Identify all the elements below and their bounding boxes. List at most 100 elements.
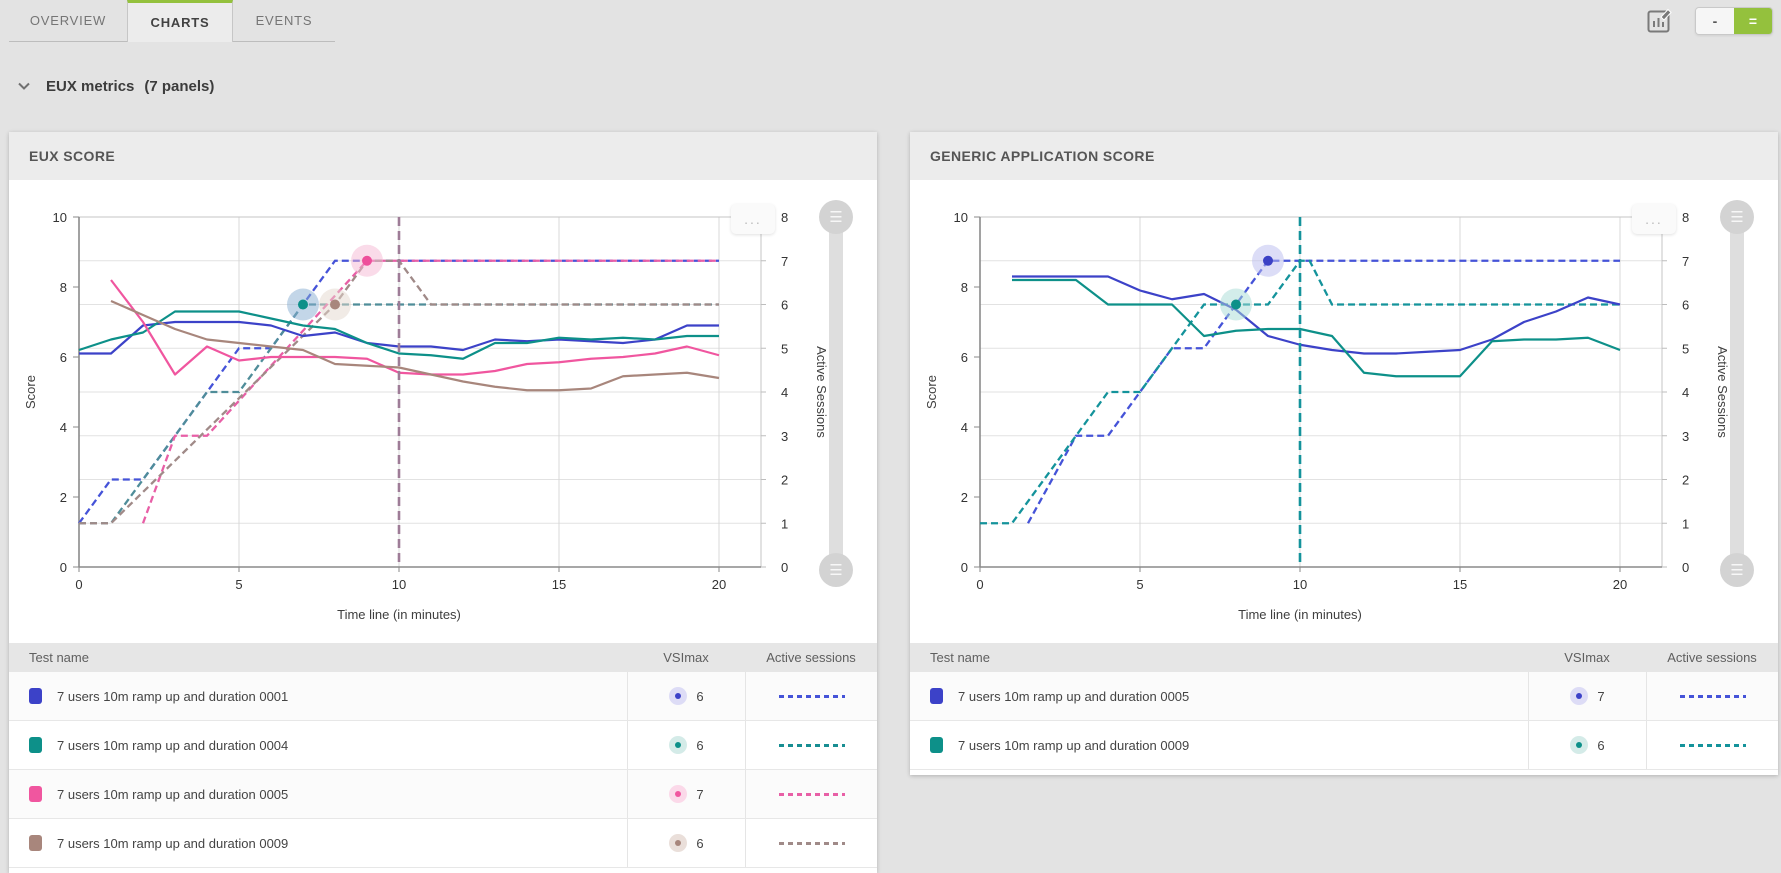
chart-eux-score: 0 2 4 6 8 10 0 1 2 3 4 5 6 7 8 0 5 10 15 20 Time line (in mi… (9, 180, 877, 643)
active-sessions-dash-swatch (778, 792, 845, 796)
series-color-swatch (29, 688, 42, 704)
panel-generic-application-score: GENERIC APPLICATION SCORE 0 2 4 6 8 10 0 1 2 3 4 5 6… (910, 132, 1778, 775)
section-panel-count: (7 panels) (144, 77, 215, 95)
right-axis-tick-label: 3 (781, 429, 788, 444)
table-row[interactable]: 7 users 10m ramp up and duration 0004 6 (9, 721, 877, 770)
right-axis-tick-label: 2 (1682, 473, 1689, 488)
test-name-label: 7 users 10m ramp up and duration 0009 (57, 835, 289, 851)
vsimax-value: 7 (696, 786, 704, 802)
layout-single-column-button[interactable]: - (1696, 8, 1734, 34)
y-axis-tick-label: 4 (60, 420, 67, 435)
right-axis-title: Active Sessions (814, 346, 829, 438)
test-name-label: 7 users 10m ramp up and duration 0005 (958, 688, 1190, 704)
slider-handle-top[interactable]: ☰ (819, 200, 853, 234)
x-axis-title: Time line (in minutes) (337, 607, 461, 622)
y-axis-tick-label: 0 (961, 560, 968, 575)
score-line (110, 279, 720, 376)
right-axis-tick-label: 5 (1682, 341, 1689, 356)
table-row[interactable]: 7 users 10m ramp up and duration 0005 7 (9, 770, 877, 819)
right-axis-tick-label: 7 (781, 254, 788, 269)
y-axis-tick-label: 8 (961, 280, 968, 295)
x-axis-title: Time line (in minutes) (1238, 607, 1362, 622)
left-axis-title: Score (924, 375, 939, 409)
legend-table: Test name VSImax Active sessions 7 users… (910, 643, 1778, 770)
tab-overview[interactable]: OVERVIEW (9, 0, 127, 42)
y-axis-tick-label: 4 (961, 420, 968, 435)
y-axis-tick-label: 6 (961, 350, 968, 365)
y-axis-tick-label: 10 (53, 210, 67, 225)
y-axis-tick-label: 2 (961, 490, 968, 505)
score-line (1012, 278, 1621, 378)
right-axis-tick-label: 7 (1682, 254, 1689, 269)
right-axis-tick-label: 3 (1682, 429, 1689, 444)
right-axis-tick-label: 8 (1682, 210, 1689, 225)
x-axis-tick-label: 5 (235, 577, 242, 592)
legend-table-header: Test name VSImax Active sessions (910, 643, 1778, 672)
active-sessions-dash-swatch (1679, 743, 1746, 747)
vsimax-value: 6 (1597, 737, 1605, 753)
y-axis-tick-label: 2 (60, 490, 67, 505)
slider-handle-bottom[interactable]: ☰ (819, 553, 853, 587)
vsimax-marker-dot[interactable] (1231, 299, 1241, 310)
x-axis-tick-label: 0 (75, 577, 82, 592)
column-header-active-sessions: Active sessions (1667, 650, 1757, 665)
slider-handle-bottom[interactable]: ☰ (1720, 553, 1754, 587)
test-name-label: 7 users 10m ramp up and duration 0004 (57, 737, 289, 753)
vsimax-marker-icon (1570, 736, 1589, 754)
slider-track[interactable] (829, 216, 843, 572)
series-color-swatch (29, 835, 42, 851)
vsimax-value: 7 (1597, 688, 1605, 704)
slider-handle-top[interactable]: ☰ (1720, 200, 1754, 234)
line-chart: 0 2 4 6 8 10 0 1 2 3 4 5 6 7 8 0 5 10 15 20 Time line (in mi… (924, 210, 1730, 622)
test-name-label: 7 users 10m ramp up and duration 0009 (958, 737, 1190, 753)
active-sessions-line (78, 259, 719, 524)
column-header-test-name: Test name (930, 650, 990, 665)
layout-toggle: - = (1695, 7, 1773, 35)
section-header: EUX metrics (7 panels) (0, 64, 1781, 108)
table-row[interactable]: 7 users 10m ramp up and duration 0009 6 (9, 819, 877, 868)
vsimax-value: 6 (696, 688, 704, 704)
table-row[interactable]: 7 users 10m ramp up and duration 0001 6 (9, 672, 877, 721)
vsimax-dot (1576, 693, 1583, 699)
layout-two-column-button[interactable]: = (1734, 8, 1772, 34)
series-color-swatch (29, 786, 42, 802)
vsimax-marker-dot[interactable] (362, 255, 372, 266)
vsimax-marker-dot[interactable] (330, 299, 340, 310)
y-axis-tick-label: 6 (60, 350, 67, 365)
slider-track[interactable] (1730, 216, 1744, 572)
right-axis-tick-label: 1 (781, 516, 788, 531)
vsimax-marker-dot[interactable] (298, 299, 308, 310)
test-name-label: 7 users 10m ramp up and duration 0005 (57, 786, 289, 802)
table-row[interactable]: 7 users 10m ramp up and duration 0009 6 (910, 721, 1778, 770)
x-axis-tick-label: 10 (392, 577, 406, 592)
chart-options-menu[interactable]: ... (731, 204, 775, 234)
edit-chart-icon[interactable] (1645, 7, 1673, 35)
table-row[interactable]: 7 users 10m ramp up and duration 0005 7 (910, 672, 1778, 721)
x-axis-tick-label: 15 (552, 577, 566, 592)
vsimax-marker-icon (669, 834, 688, 852)
series-color-swatch (29, 737, 42, 753)
legend-table: Test name VSImax Active sessions 7 users… (9, 643, 877, 868)
y-axis-tick-label: 0 (60, 560, 67, 575)
right-axis-tick-label: 6 (1682, 298, 1689, 313)
vsimax-dot (675, 791, 682, 797)
tab-events[interactable]: EVENTS (233, 0, 335, 42)
section-title: EUX metrics (46, 77, 135, 95)
tab-bar: OVERVIEW CHARTS EVENTS (0, 0, 1781, 42)
column-header-vsimax: VSImax (663, 650, 709, 665)
chart-options-menu[interactable]: ... (1632, 204, 1676, 234)
vsimax-dot (675, 693, 682, 699)
active-sessions-dash-swatch (778, 694, 845, 698)
panel-header: GENERIC APPLICATION SCORE (910, 132, 1778, 180)
score-line (78, 310, 719, 360)
left-axis-title: Score (23, 375, 38, 409)
right-axis-tick-label: 0 (1682, 560, 1689, 575)
score-line (110, 299, 720, 392)
tab-charts[interactable]: CHARTS (127, 0, 233, 42)
x-axis-tick-label: 0 (976, 577, 983, 592)
vsimax-marker-icon (669, 687, 688, 705)
line-chart: 0 2 4 6 8 10 0 1 2 3 4 5 6 7 8 0 5 10 15 20 Time line (in mi… (23, 210, 829, 622)
vsimax-marker-dot[interactable] (1263, 255, 1273, 266)
chevron-down-icon[interactable] (16, 78, 32, 94)
y-axis-range-slider: ☰ ☰ (819, 200, 853, 587)
